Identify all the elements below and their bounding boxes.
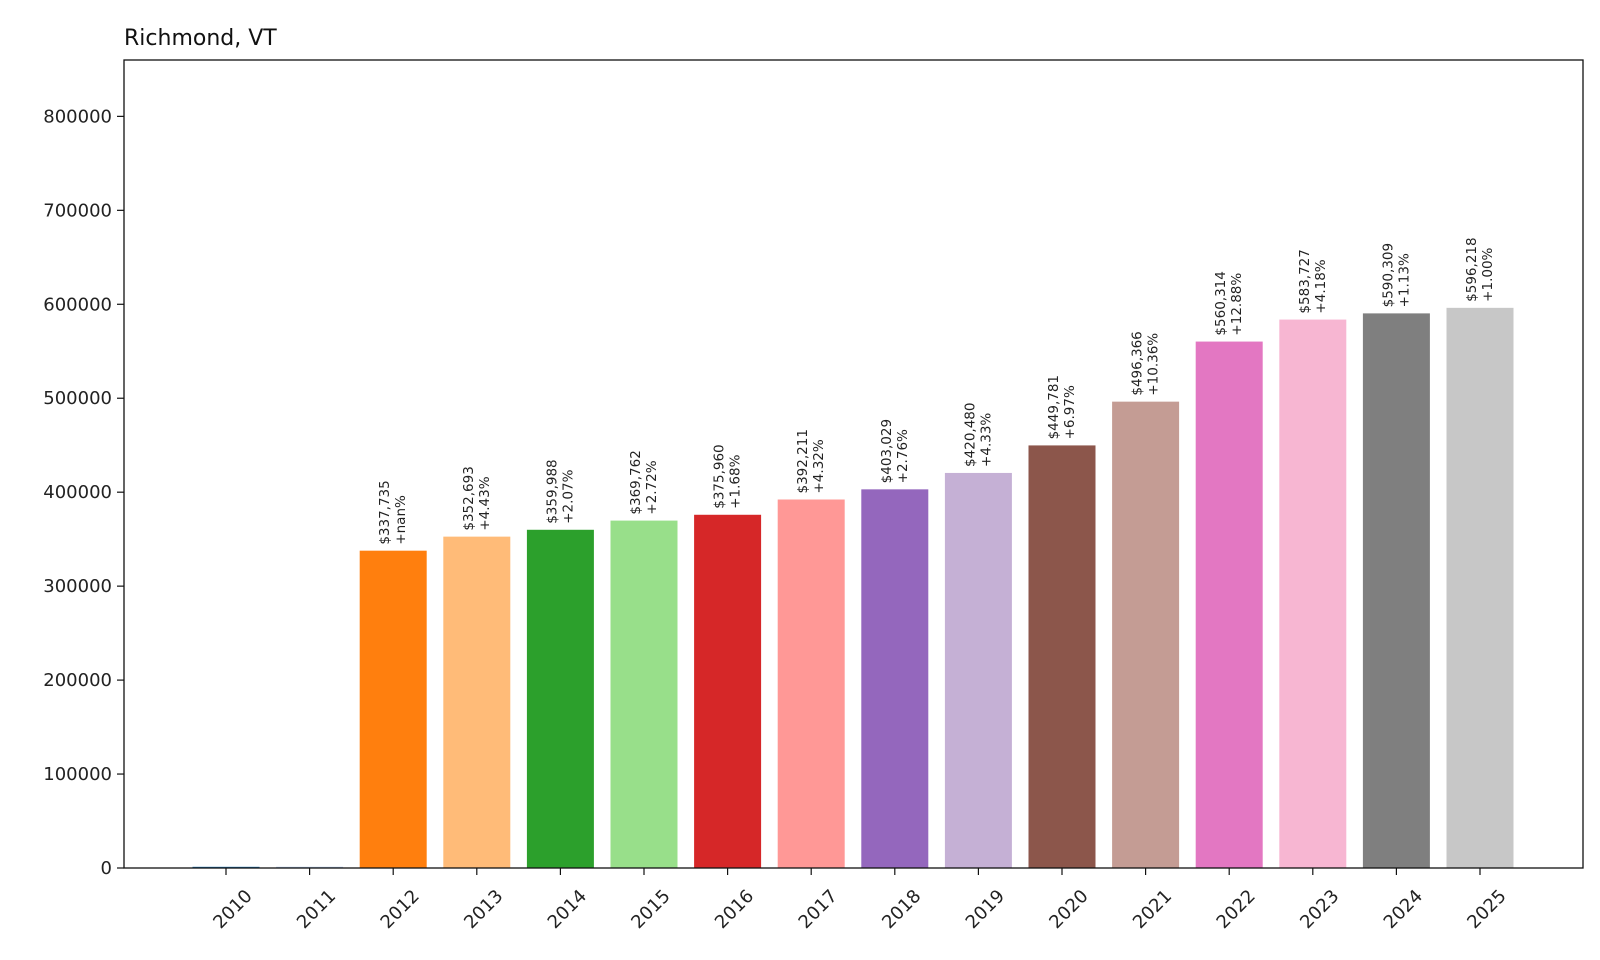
bar-labels-group: $337,735 +nan% $352,693 +4.43% $359,988 +2.07… (377, 237, 1496, 544)
x-tick-label: 2020 (1045, 886, 1092, 933)
bar (526, 529, 594, 868)
y-tick-label: 200000 (43, 670, 112, 691)
plot-area-frame (123, 59, 1584, 869)
bar-change-label: +12.88% (1229, 273, 1245, 336)
bar-change-label: +2.76% (895, 429, 911, 483)
bar (861, 489, 929, 868)
bar-change-label: +4.33% (978, 413, 994, 467)
bar (944, 472, 1012, 868)
bar-value-label: $359,988 (544, 459, 560, 523)
bar-data-label: $449,781 +6.97% (1046, 375, 1078, 439)
y-tick-label: 600000 (43, 294, 112, 315)
bar-value-label: $420,480 (962, 403, 978, 467)
bar-change-label: +1.68% (728, 454, 744, 508)
bar-change-label: +2.07% (560, 469, 576, 523)
y-tick-label: 100000 (43, 764, 112, 785)
bar (1279, 319, 1347, 868)
x-tick-label: 2013 (460, 886, 507, 933)
bar (1362, 313, 1430, 868)
y-tick-label: 700000 (43, 200, 112, 221)
bar-value-label: $403,029 (879, 419, 895, 483)
x-tick-label: 2012 (377, 886, 424, 933)
bar (359, 550, 427, 868)
bar-data-label: $596,218 +1.00% (1464, 237, 1496, 301)
bar (1195, 341, 1263, 869)
bar-data-label: $560,314 +12.88% (1213, 271, 1245, 335)
bar-data-label: $375,960 +1.68% (712, 444, 744, 508)
x-tick-label: 2010 (209, 886, 256, 933)
bar-data-label: $590,309 +1.13% (1380, 243, 1412, 307)
x-tick-label: 2016 (711, 886, 758, 933)
bar-value-label: $375,960 (712, 444, 728, 508)
chart-title: Richmond, VT (124, 26, 277, 51)
bar-value-label: $560,314 (1213, 271, 1229, 335)
x-tick-label: 2015 (627, 886, 674, 933)
bar (694, 514, 762, 868)
bar-change-label: +1.00% (1480, 247, 1496, 301)
bar-change-label: +6.97% (1062, 385, 1078, 439)
y-axis: 0 100000 200000 300000 400000 500000 600000 700… (43, 106, 124, 879)
x-tick-label: 2022 (1213, 886, 1260, 933)
y-tick-label: 500000 (43, 388, 112, 409)
x-tick-label: 2017 (795, 886, 842, 933)
bar-data-label: $392,211 +4.32% (795, 429, 827, 493)
bar-data-label: $359,988 +2.07% (544, 459, 576, 523)
bar (1446, 307, 1514, 868)
x-tick-label: 2014 (544, 886, 591, 933)
bar-data-label: $369,762 +2.72% (628, 450, 660, 514)
bar-value-label: $369,762 (628, 450, 644, 514)
bar-data-label: $420,480 +4.33% (962, 403, 994, 467)
bar-value-label: $583,727 (1297, 249, 1313, 313)
bar-value-label: $596,218 (1464, 237, 1480, 301)
x-tick-label: 2011 (293, 886, 340, 933)
x-axis: 2010 2011 2012 2013 2014 2015 2016 2017 2018 2019… (209, 868, 1511, 933)
bar (777, 499, 845, 868)
bar-change-label: +2.72% (644, 460, 660, 514)
bar-change-label: +4.32% (811, 439, 827, 493)
bar-change-label: +10.36% (1146, 333, 1162, 396)
bar-change-label: +nan% (393, 495, 409, 545)
bar-value-label: $590,309 (1380, 243, 1396, 307)
bar-change-label: +1.13% (1396, 253, 1412, 307)
bar-data-label: $352,693 +4.43% (461, 466, 493, 530)
x-tick-label: 2019 (962, 886, 1009, 933)
x-tick-label: 2021 (1129, 886, 1176, 933)
bar-data-label: $583,727 +4.18% (1297, 249, 1329, 313)
bar-data-label: $337,735 +nan% (377, 480, 409, 544)
bars-group (192, 307, 1514, 869)
bar (1028, 445, 1096, 868)
x-tick-label: 2025 (1463, 886, 1510, 933)
bar (610, 520, 678, 868)
bar-value-label: $337,735 (377, 480, 393, 544)
bar-change-label: +4.18% (1313, 259, 1329, 313)
bar-data-label: $496,366 +10.36% (1130, 331, 1162, 395)
y-tick-label: 800000 (43, 106, 112, 127)
bar (443, 536, 511, 868)
y-tick-label: 0 (101, 858, 112, 879)
bar-value-label: $392,211 (795, 429, 811, 493)
y-tick-label: 400000 (43, 482, 112, 503)
x-tick-label: 2018 (878, 886, 925, 933)
bar-value-label: $449,781 (1046, 375, 1062, 439)
bar (1112, 401, 1180, 868)
bar-data-label: $403,029 +2.76% (879, 419, 911, 483)
y-tick-label: 300000 (43, 576, 112, 597)
bar-value-label: $352,693 (461, 466, 477, 530)
x-tick-label: 2024 (1380, 886, 1427, 933)
x-tick-label: 2023 (1296, 886, 1343, 933)
bar-value-label: $496,366 (1130, 331, 1146, 395)
bar-change-label: +4.43% (477, 476, 493, 530)
